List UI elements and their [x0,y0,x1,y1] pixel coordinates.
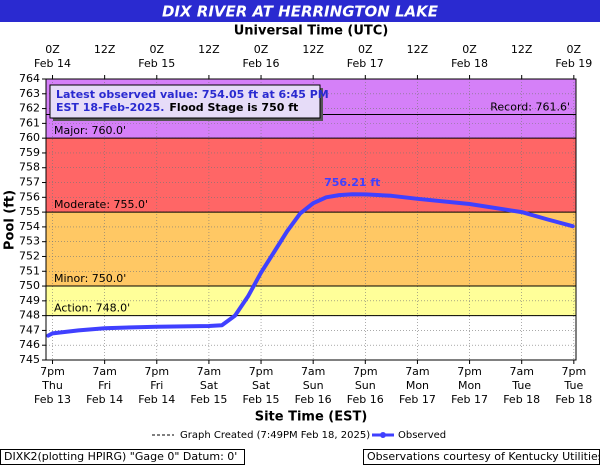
y-tick-label: 746 [19,338,40,351]
x-tick-label: 7pm [249,365,274,378]
y-tick-label: 745 [19,353,40,366]
x2-tick-label: 0Z [567,43,582,56]
stage-label: Moderate: 755.0' [54,198,148,211]
x-tick-label: Feb 16 [347,393,384,406]
x-tick-label: 7am [509,365,533,378]
stage-label: Record: 761.6' [490,100,570,113]
x2-tick-label: 0Z [462,43,477,56]
x-tick-label: Tue [511,379,531,392]
y-tick-label: 760 [19,131,40,144]
x-tick-label: Feb 15 [190,393,227,406]
y-tick-label: 764 [19,72,40,85]
x-tick-label: 7am [405,365,429,378]
x2-tick-label: 12Z [302,43,324,56]
y-tick-label: 751 [19,264,40,277]
x-tick-label: Feb 14 [138,393,175,406]
y-tick-label: 749 [19,294,40,307]
stage-band [46,212,576,287]
peak-label: 756.21 ft [324,176,380,189]
x-tick-label: Feb 16 [295,393,332,406]
x-tick-label: 7pm [40,365,65,378]
legend-label: Observed [398,430,446,441]
x2-tick-label: 0Z [358,43,373,56]
stage-band [46,138,576,213]
plot-frame [45,78,577,361]
x2-tick-label: Feb 18 [451,57,488,70]
y-tick-label: 759 [19,146,40,159]
x2-tick-label: 0Z [150,43,165,56]
x-tick-label: Mon [458,379,481,392]
y-tick-label: 750 [19,279,40,292]
note-line: Latest observed value: 754.05 ft at 6:45… [56,88,329,101]
title-bar [0,0,600,22]
y-tick-label: 753 [19,235,40,248]
x2-tick-label: 0Z [254,43,269,56]
x-tick-label: 7pm [353,365,378,378]
x2-tick-label: 0Z [45,43,60,56]
x-tick-label: Sat [200,379,219,392]
x-tick-label: Sun [355,379,376,392]
y-tick-label: 763 [19,87,40,100]
x-tick-label: Feb 15 [243,393,280,406]
x-tick-label: 7pm [561,365,586,378]
x-tick-label: Thu [41,379,63,392]
x-tick-label: Fri [98,379,111,392]
series-line [46,192,575,338]
x2-tick-label: 12Z [198,43,220,56]
y-tick-label: 761 [19,116,40,129]
x-tick-label: Feb 18 [503,393,540,406]
x-tick-label: 7pm [144,365,169,378]
x-tick-label: 7pm [457,365,482,378]
footer-right: Observations courtesy of Kentucky Utilit… [367,450,600,463]
note-flood: Flood Stage is 750 ft [169,101,298,114]
stage-label: Action: 748.0' [54,302,130,315]
x-axis-title: Site Time (EST) [255,410,368,425]
x-tick-label: Fri [150,379,163,392]
x2-tick-label: 12Z [511,43,533,56]
y-axis-title: Pool (ft) [3,190,18,250]
top-axis-title: Universal Time (UTC) [234,24,389,39]
x-tick-label: Feb 18 [555,393,592,406]
x2-tick-label: Feb 17 [347,57,384,70]
note-line: EST 18-Feb-2025. [56,101,164,114]
y-tick-label: 756 [19,190,40,203]
y-tick-label: 747 [19,323,40,336]
y-tick-label: 757 [19,176,40,189]
stage-label: Major: 760.0' [54,124,126,137]
x-tick-label: Sun [303,379,324,392]
x-tick-label: Sat [252,379,271,392]
x-tick-label: Mon [406,379,429,392]
x-tick-label: 7am [197,365,221,378]
x-tick-label: Feb 17 [451,393,488,406]
footer-left: DIXK2(plotting HPIRG) "Gage 0" Datum: 0' [4,450,237,463]
note-box [49,84,321,119]
y-tick-label: 752 [19,249,40,262]
y-tick-label: 748 [19,309,40,322]
x-tick-label: Feb 13 [34,393,71,406]
y-tick-label: 758 [19,161,40,174]
x2-tick-label: Feb 19 [555,57,592,70]
legend-marker [380,432,386,438]
x-tick-label: Tue [563,379,583,392]
legend-created: Graph Created (7:49PM Feb 18, 2025) [180,430,370,441]
x-tick-label: Feb 14 [86,393,123,406]
y-tick-label: 754 [19,220,40,233]
x-tick-label: Feb 17 [399,393,436,406]
x2-tick-label: Feb 14 [34,57,71,70]
legend-observed: Observed [372,430,446,441]
x2-tick-label: Feb 16 [243,57,280,70]
y-tick-label: 762 [19,102,40,115]
x2-tick-label: Feb 15 [138,57,175,70]
chart-title: DIX RIVER AT HERRINGTON LAKE [162,3,439,21]
plot-area: 7457467477487497507517527537547557567577… [19,43,592,406]
x2-tick-label: 12Z [407,43,429,56]
x2-tick-label: 12Z [94,43,116,56]
x-tick-label: 7am [301,365,325,378]
x-tick-label: 7am [92,365,116,378]
stage-label: Minor: 750.0' [54,272,126,285]
y-tick-label: 755 [19,205,40,218]
